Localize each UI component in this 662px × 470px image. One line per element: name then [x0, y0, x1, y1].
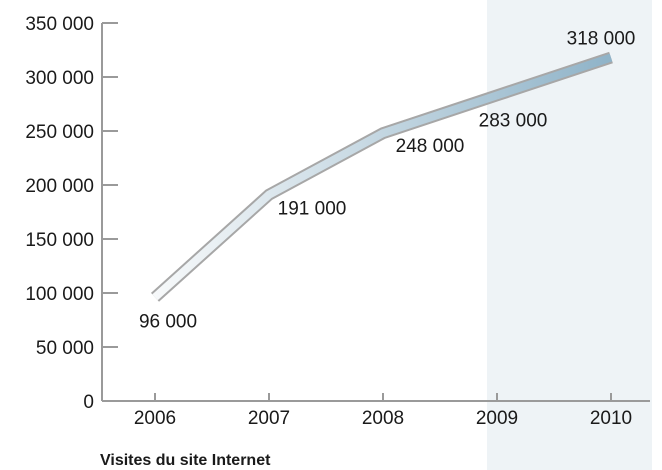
data-labels: 96 000 191 000 248 000 283 000 318 000 [139, 29, 635, 333]
data-point [154, 296, 156, 298]
data-point [268, 194, 270, 196]
x-tick-label: 2009 [476, 408, 518, 429]
data-label: 96 000 [139, 311, 197, 332]
data-point [496, 94, 498, 96]
y-tick-label: 150 000 [25, 230, 94, 251]
y-tick-label: 300 000 [25, 68, 94, 89]
data-label: 283 000 [479, 110, 548, 131]
data-label: 318 000 [567, 29, 636, 50]
data-point [382, 132, 384, 134]
x-tick-label: 2010 [590, 408, 632, 429]
series-visits [150, 51, 613, 302]
x-tick-label: 2008 [362, 408, 404, 429]
x-tick-label: 2006 [134, 408, 176, 429]
data-label: 191 000 [278, 199, 347, 220]
y-tick-label: 350 000 [25, 14, 94, 35]
y-tick-label: 200 000 [25, 176, 94, 197]
y-tick-label: 250 000 [25, 122, 94, 143]
data-label: 248 000 [396, 136, 465, 157]
y-axis: 0 50 000 100 000 150 000 200 000 250 000 300 0… [25, 14, 118, 413]
x-tick-label: 2007 [248, 408, 290, 429]
y-tick-label: 0 [83, 392, 94, 413]
y-tick-label: 50 000 [36, 338, 94, 359]
series-line [152, 53, 613, 301]
x-axis: 2006 2007 2008 2009 2010 [102, 393, 650, 429]
y-tick-label: 100 000 [25, 284, 94, 305]
forecast-highlight-band [487, 0, 652, 470]
data-point [610, 57, 612, 59]
chart-title: Visites du site Internet [100, 452, 271, 469]
